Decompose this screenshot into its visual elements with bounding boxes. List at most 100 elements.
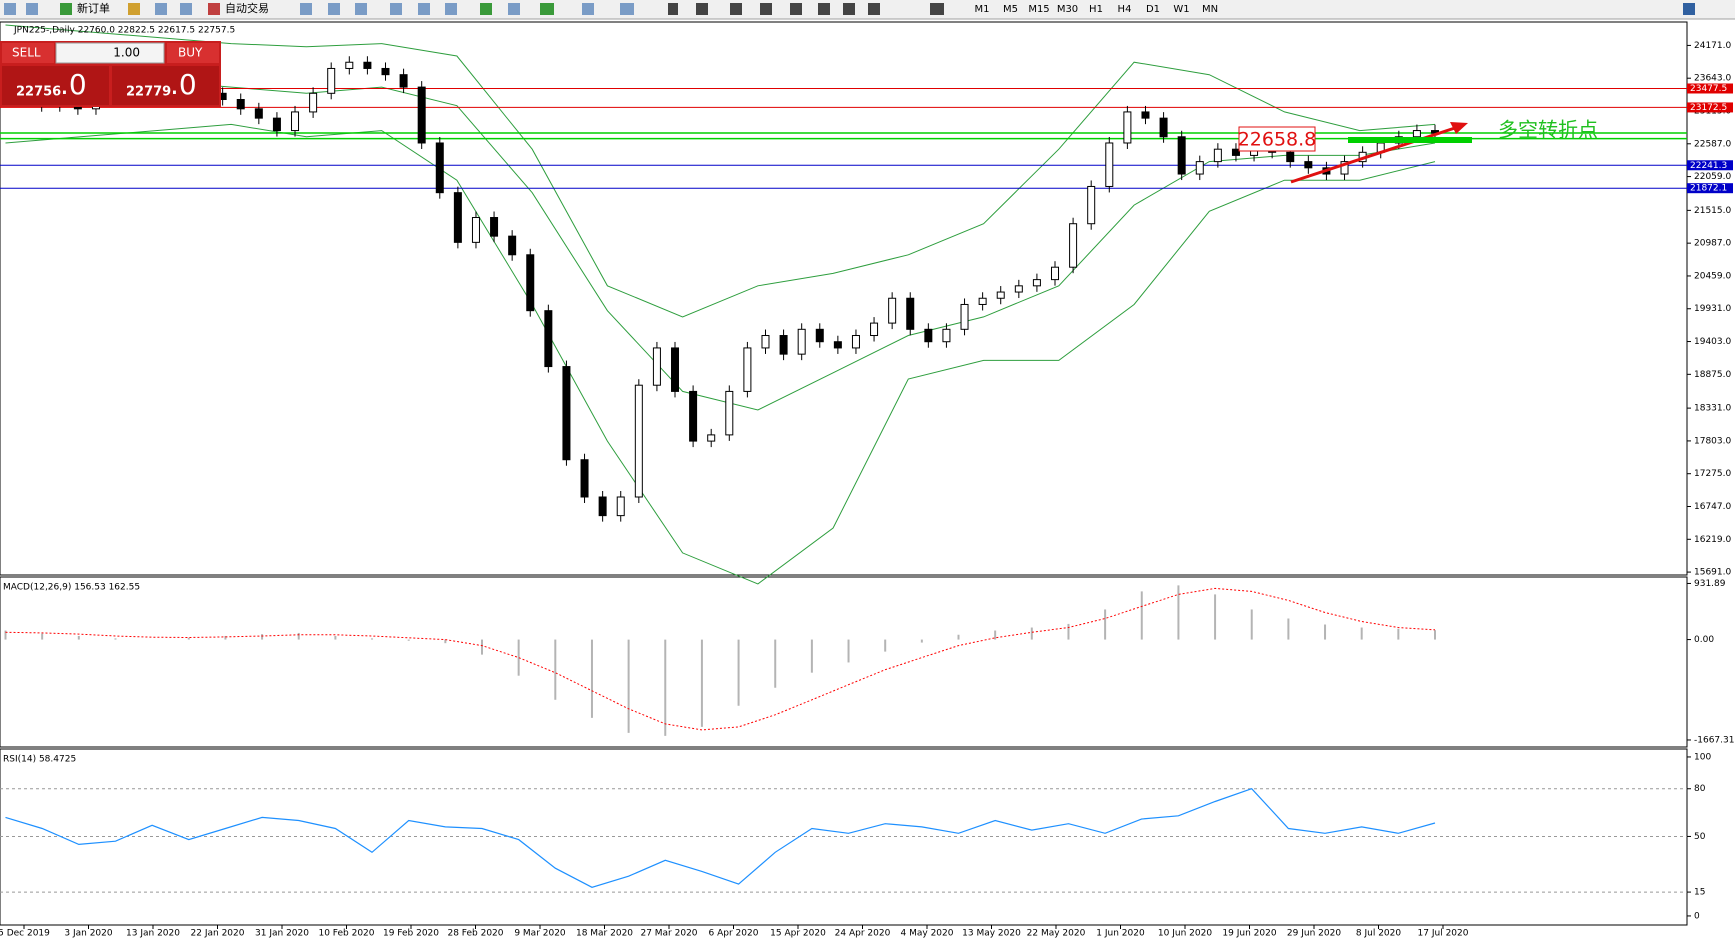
period-button[interactable]: M1 [975,4,990,15]
y-tick-label: 16747.0 [1694,502,1731,512]
x-tick-label: 13 Jan 2020 [126,929,180,939]
x-tick-label: 18 Mar 2020 [576,929,633,939]
candle-body [1051,266,1060,281]
price-level-label: 23477.5 [1690,84,1727,94]
candle-body [1231,148,1240,156]
candle-body [1213,148,1222,163]
candle-body [1286,151,1295,163]
candle-body [272,117,281,132]
period-button[interactable]: MN [1202,4,1218,15]
candle-body [689,390,698,442]
volume-value: 1.00 [113,46,140,60]
candle-body [942,328,951,343]
bollinger-band [5,24,1436,318]
candle-body [616,496,625,517]
rsi-panel [0,748,1688,926]
candle-body [544,310,553,368]
y-tick-label: 18331.0 [1694,404,1731,414]
x-tick-label: 5 Dec 2019 [0,929,50,939]
candle-body [906,297,915,330]
period-button[interactable]: D1 [1146,4,1160,15]
candle-body [1177,136,1186,175]
y-tick-label: 22059.0 [1694,172,1731,182]
price-level-tag [1687,160,1733,171]
period-button[interactable]: M15 [1028,4,1049,15]
candle-body [743,347,752,392]
sell-button[interactable] [2,43,54,63]
price-level-label: 23172.5 [1690,103,1727,113]
candle-body [797,328,806,355]
candle-body [580,459,589,498]
candle-body [327,67,336,94]
y-tick-label: 15691.0 [1694,568,1731,578]
buy-price-box[interactable] [112,66,219,105]
y-tick-label: 23643.0 [1694,74,1731,84]
candle-body [1412,130,1421,138]
y-tick-label: 24171.0 [1694,41,1731,51]
y-tick-label: 20459.0 [1694,271,1731,281]
bollinger-band [5,123,1436,585]
x-tick-label: 6 Apr 2020 [709,929,759,939]
x-tick-label: 22 Jan 2020 [191,929,245,939]
x-tick-label: 8 Jul 2020 [1356,929,1401,939]
y-tick-label: 22587.0 [1694,139,1731,149]
price-level-tag [1687,183,1733,194]
y-tick-label: 100 [1694,752,1711,762]
date-axis: 5 Dec 2019 3 Jan 2020 13 Jan 2020 22 Jan 20… [0,925,1469,939]
candle-body [417,86,426,144]
period-button[interactable]: M30 [1057,4,1078,15]
x-tick-label: 19 Jun 2020 [1222,929,1276,939]
candle-body [779,335,788,355]
x-tick-label: 3 Jan 2020 [64,929,112,939]
bollinger-band [5,80,1436,411]
x-tick-label: 31 Jan 2020 [255,929,309,939]
price-level-tag [1687,102,1733,113]
main-panel [0,21,1688,576]
y-tick-label: 0.00 [1694,635,1714,645]
candle-body [761,335,770,349]
candle-body [254,108,263,119]
buy-price: 22779 [126,85,171,100]
candle-body [1105,142,1114,187]
candle-body [453,192,462,243]
period-button[interactable]: W1 [1173,4,1189,15]
x-tick-label: 15 Apr 2020 [770,929,826,939]
sell-price: 22756 [16,85,61,100]
candle-body [381,67,390,76]
new-order-button[interactable]: 新订单 [77,1,110,15]
candle-body [1141,111,1150,119]
y-tick-label: 19403.0 [1694,337,1731,347]
auto-trade-button[interactable]: 自动交易 [225,1,269,15]
buy-label: BUY [178,46,203,60]
buy-button[interactable] [167,43,219,63]
candle-body [960,303,969,330]
candle-body [345,61,354,69]
macd-title: MACD(12,26,9) 156.53 162.55 [3,583,140,593]
y-tick-label: -1667.31 [1694,735,1734,745]
candle-body [870,322,879,337]
y-tick-label: 18875.0 [1694,370,1731,380]
x-tick-label: 17 Jul 2020 [1418,929,1469,939]
candle-body [1159,117,1168,138]
candle-body [1087,185,1096,225]
period-button[interactable]: H4 [1118,4,1132,15]
price-level-label: 22241.3 [1690,161,1727,171]
y-tick-label: 80 [1694,784,1706,794]
toolbar [0,0,1735,19]
x-tick-label: 10 Jun 2020 [1158,929,1212,939]
rsi-line [5,788,1436,888]
candle-body [978,297,987,305]
x-tick-label: 27 Mar 2020 [640,929,697,939]
candle-body [236,99,245,110]
candle-body [363,61,372,69]
period-button[interactable]: M5 [1003,4,1018,15]
sell-price-box[interactable] [2,66,109,105]
volume-input[interactable] [55,42,165,64]
y-tick-label: 19931.0 [1694,304,1731,314]
toolbar-icons [4,3,1695,15]
y-tick-label: 931.89 [1694,579,1726,589]
period-button[interactable]: H1 [1089,4,1103,15]
candle-body [671,347,680,392]
